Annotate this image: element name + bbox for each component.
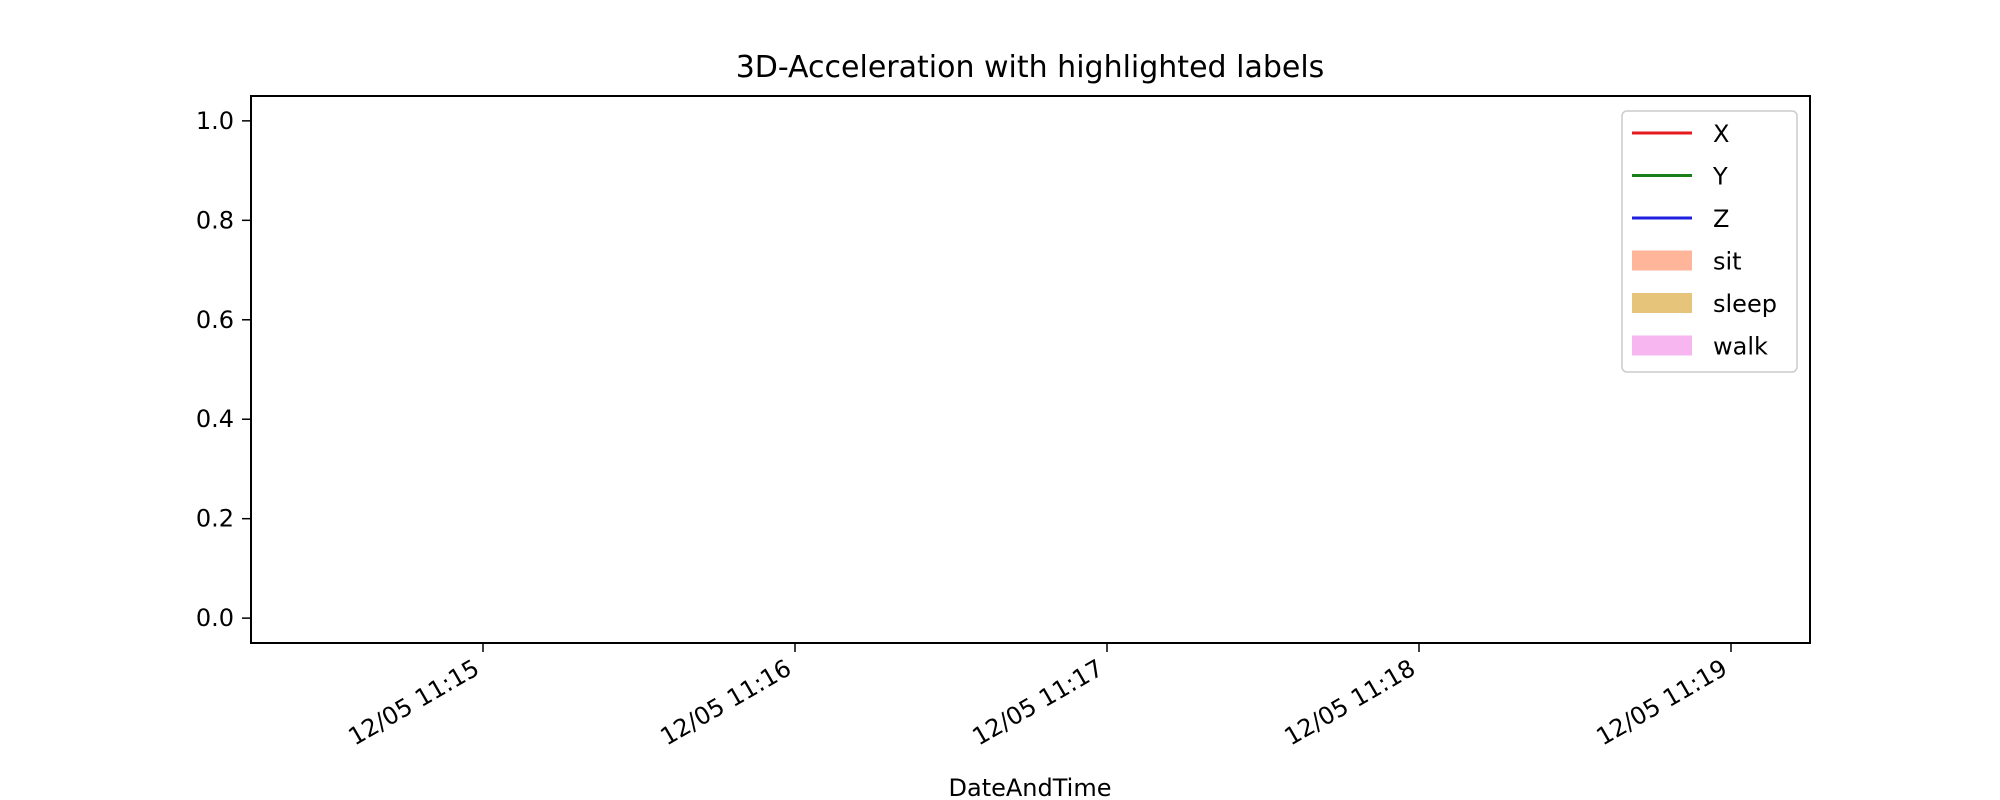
legend-label: X [1713, 120, 1729, 148]
plot-area [250, 95, 1811, 644]
legend-label: sleep [1713, 290, 1777, 318]
y-tick-label: 0.4 [196, 405, 234, 433]
legend-box [1621, 110, 1798, 373]
legend-item-z: Z [1632, 205, 1729, 233]
legend-label: walk [1713, 333, 1768, 361]
x-axis-label: DateAndTime [949, 774, 1112, 800]
legend-label: sit [1713, 248, 1742, 276]
x-tick-label: 12/05 11:17 [968, 654, 1108, 751]
legend-swatch [1632, 335, 1692, 356]
legend-item-walk: walk [1632, 333, 1768, 361]
legend-item-y: Y [1632, 163, 1728, 191]
x-tick-label: 12/05 11:15 [344, 654, 484, 751]
x-axis: 12/05 11:15 12/05 11:16 12/05 11:17 12/05 1… [344, 643, 1732, 751]
y-tick-label: 0.0 [196, 604, 234, 632]
legend-item-sit: sit [1632, 248, 1742, 276]
x-tick-label: 12/05 11:16 [656, 654, 796, 751]
legend-swatch [1632, 293, 1692, 313]
y-tick-label: 0.6 [196, 306, 234, 334]
legend-swatch [1632, 250, 1692, 271]
legend-label: Y [1712, 163, 1728, 191]
x-tick-label: 12/05 11:19 [1592, 654, 1732, 751]
y-tick-label: 1.0 [196, 107, 234, 135]
y-axis: 0.0 0.2 0.4 0.6 0.8 1.0 [196, 107, 251, 632]
legend-item-x: X [1632, 120, 1729, 148]
legend-label: Z [1713, 205, 1729, 233]
y-tick-label: 0.8 [196, 206, 234, 234]
y-tick-label: 0.2 [196, 505, 234, 533]
legend-item-sleep: sleep [1632, 290, 1777, 318]
chart-title: 3D-Acceleration with highlighted labels [736, 50, 1325, 85]
x-tick-label: 12/05 11:18 [1280, 654, 1420, 751]
